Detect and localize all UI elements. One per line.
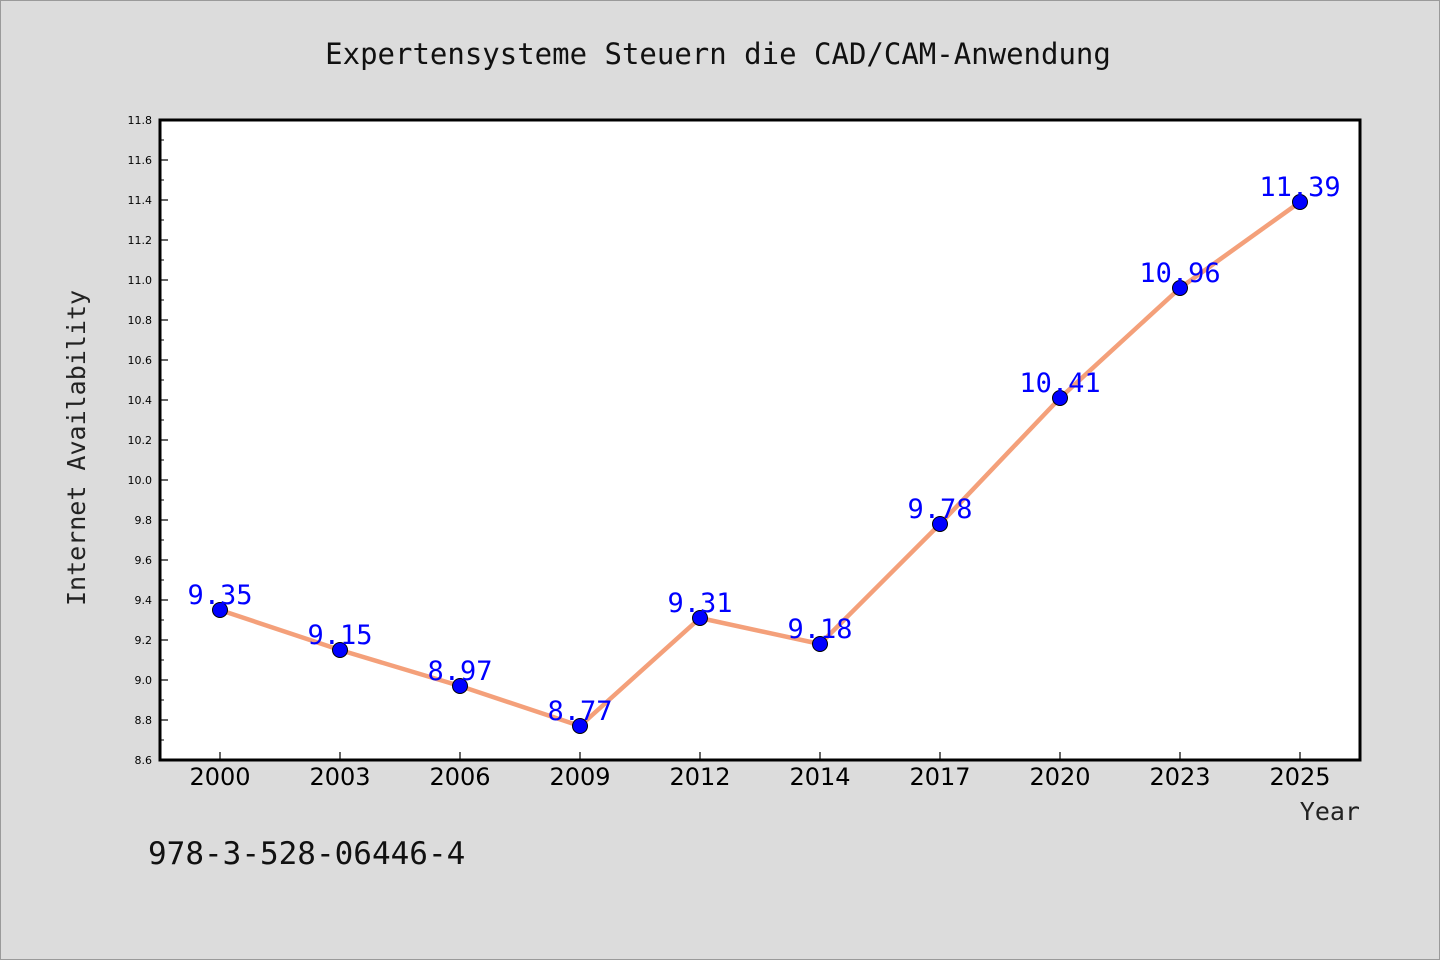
data-label: 9.31 — [667, 588, 732, 619]
data-point-marker — [1052, 390, 1068, 406]
y-tick-label: 10.4 — [128, 394, 153, 407]
x-tick-label: 2000 — [189, 763, 250, 791]
y-tick-label: 11.2 — [128, 234, 153, 247]
x-axis-label: Year — [1300, 797, 1360, 826]
series-line — [217, 199, 1303, 729]
data-label: 9.35 — [187, 580, 252, 611]
data-point-marker — [1172, 280, 1188, 296]
chart-title: Expertensysteme Steuern die CAD/CAM-Anwe… — [325, 37, 1111, 71]
y-tick-label: 10.0 — [128, 474, 153, 487]
y-tick-label: 11.8 — [128, 114, 153, 127]
x-tick-label: 2025 — [1269, 763, 1330, 791]
y-tick-label: 11.4 — [128, 194, 153, 207]
y-tick-label: 9.4 — [135, 594, 153, 607]
x-tick-label: 2009 — [549, 763, 610, 791]
x-tick-label: 2014 — [789, 763, 850, 791]
data-label: 8.77 — [547, 696, 612, 727]
y-axis: 8.6 8.8 9.0 9.2 9.4 9.6 9.8 10.0 10.2 10.4 10.6 10.… — [128, 114, 168, 767]
data-point-marker — [812, 636, 828, 652]
series-group: 9.35 9.15 8.97 8.77 9.31 9.18 9.78 10.41 10.96 11… — [187, 172, 1341, 734]
y-tick-label: 8.6 — [135, 754, 153, 767]
y-tick-label: 9.2 — [135, 634, 153, 647]
data-point-marker — [212, 602, 228, 618]
y-tick-label: 9.8 — [135, 514, 153, 527]
y-axis-label: Internet Availability — [62, 290, 91, 606]
data-label: 9.15 — [307, 620, 372, 651]
isbn-footnote: 978-3-528-06446-4 — [148, 836, 465, 872]
data-label: 8.97 — [427, 656, 492, 687]
y-tick-label: 11.6 — [128, 154, 153, 167]
x-tick-label: 2003 — [309, 763, 370, 791]
x-axis: 2000 2003 2006 2009 2012 2014 2017 2020 2023 2025 — [189, 752, 1331, 791]
y-tick-label: 9.0 — [135, 674, 153, 687]
data-point-marker — [452, 678, 468, 694]
data-label: 9.18 — [787, 614, 852, 645]
x-tick-label: 2020 — [1029, 763, 1090, 791]
x-tick-label: 2006 — [429, 763, 490, 791]
data-label: 11.39 — [1259, 172, 1340, 203]
y-tick-label: 10.2 — [128, 434, 153, 447]
plot-area — [158, 118, 1362, 762]
data-point-marker — [692, 610, 708, 626]
x-tick-label: 2023 — [1149, 763, 1210, 791]
x-tick-label: 2017 — [909, 763, 970, 791]
data-point-marker — [932, 516, 948, 532]
data-label: 10.41 — [1019, 368, 1100, 399]
y-tick-label: 9.6 — [135, 554, 153, 567]
y-tick-label: 10.6 — [128, 354, 153, 367]
data-label: 9.78 — [907, 494, 972, 525]
y-tick-label: 8.8 — [135, 714, 153, 727]
data-label: 10.96 — [1139, 258, 1220, 289]
x-tick-label: 2012 — [669, 763, 730, 791]
y-tick-label: 10.8 — [128, 314, 153, 327]
data-point-marker — [332, 642, 348, 658]
data-point-marker — [572, 718, 588, 734]
y-tick-label: 11.0 — [128, 274, 153, 287]
data-point-marker — [1292, 194, 1308, 210]
